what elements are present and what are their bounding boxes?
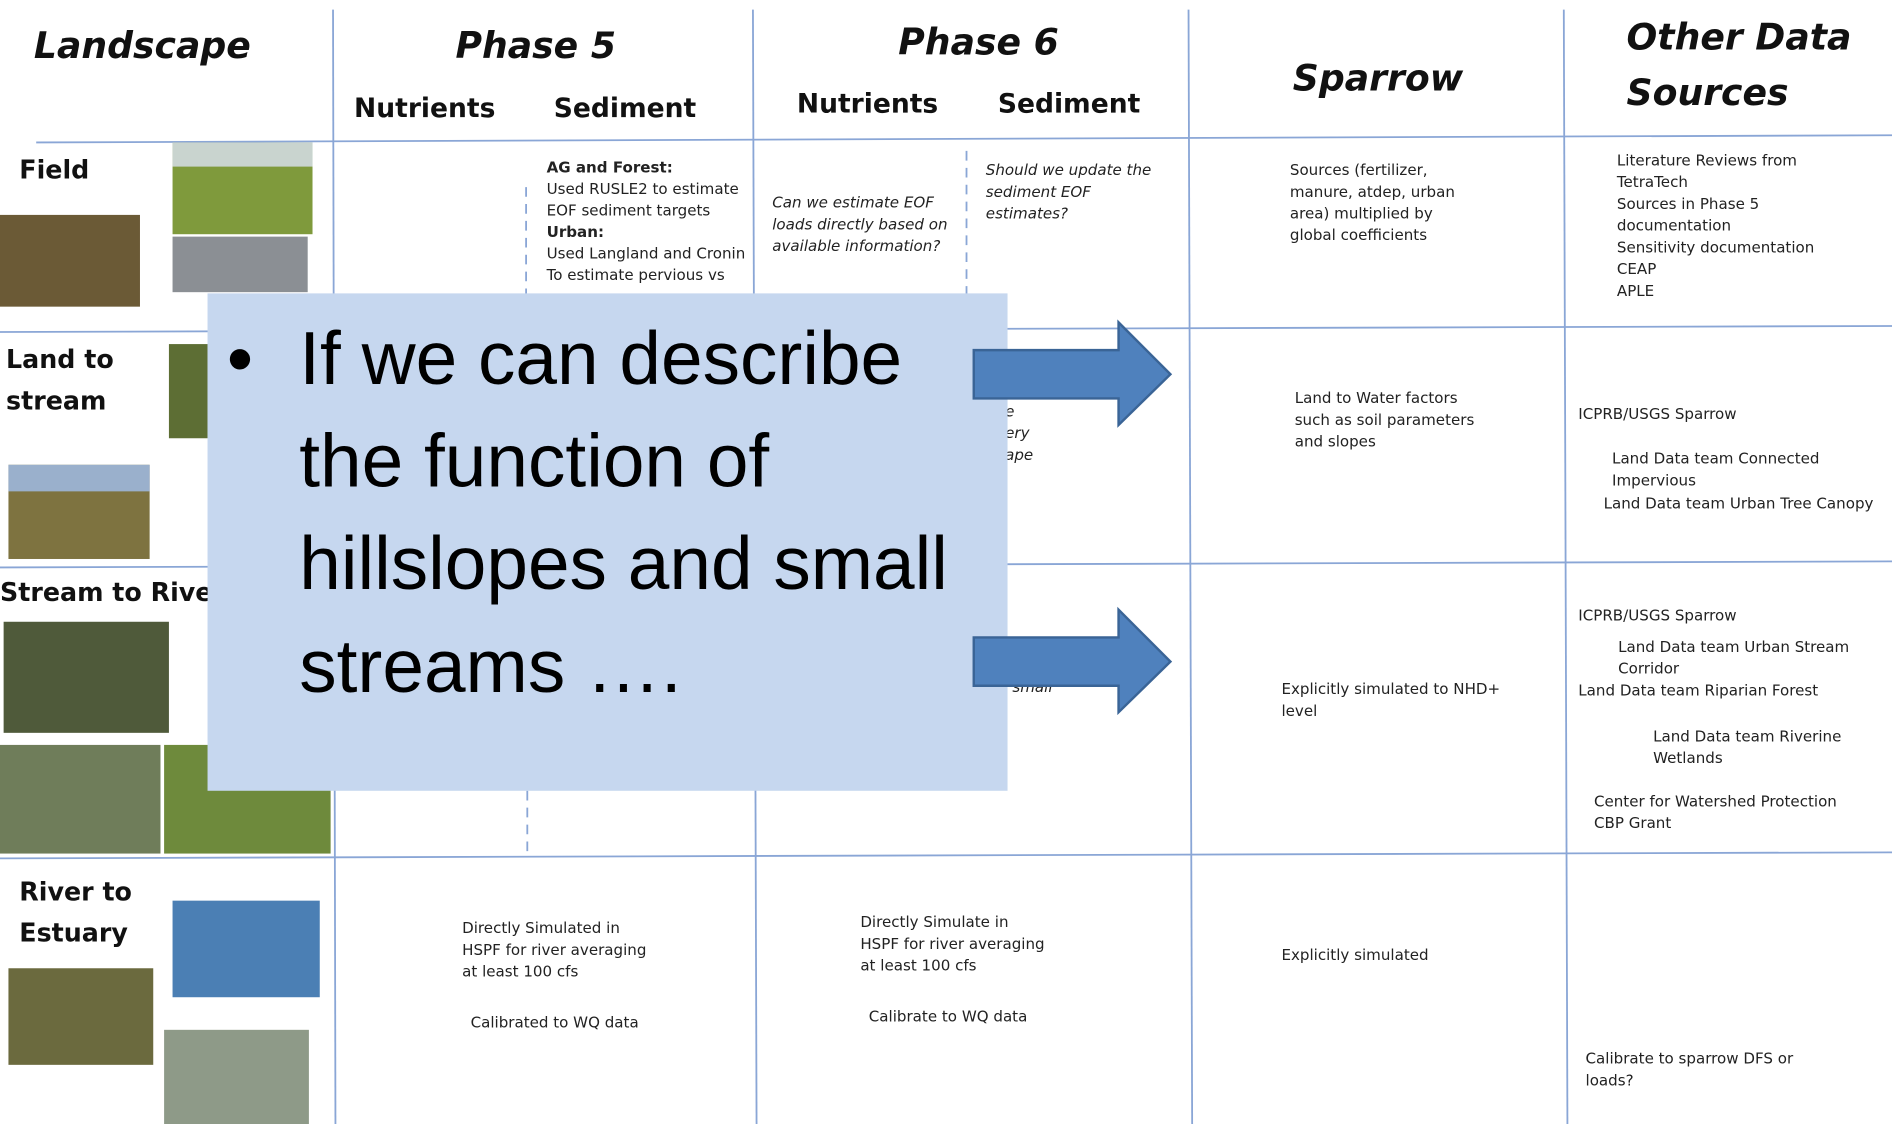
row-label: Estuary (19, 918, 128, 948)
row-label: Field (19, 155, 89, 185)
callout-text: If we can describe the function of hillslo… (299, 316, 948, 708)
column-header: Landscape (34, 24, 251, 67)
cell-text: ICPRB/USGS Sparrow (1578, 607, 1736, 625)
grid-line (36, 134, 1892, 144)
cell-text: ICPRB/USGS Sparrow (1578, 405, 1736, 423)
cell-text: ape (1005, 446, 1033, 464)
grid-line (1187, 9, 1194, 1124)
cell-text: ery (1005, 424, 1030, 442)
photo (168, 344, 208, 439)
cell-text: Wetlands (1653, 749, 1723, 767)
cell-text: sediment EOF (986, 183, 1091, 201)
callout-line: streams …. (299, 624, 681, 708)
cell-text: Explicitly simulated to NHD+ (1281, 680, 1500, 698)
column-header: Sources (1627, 71, 1789, 114)
cell-text: To estimate pervious vs (546, 266, 725, 284)
grid-line (1562, 9, 1569, 1124)
photo-sky (8, 464, 150, 492)
column-subheader: Nutrients (354, 93, 495, 124)
cell-text: HSPF for river averaging (462, 941, 646, 959)
callout-box (207, 293, 1008, 791)
cell-text: Should we update the (986, 161, 1151, 179)
cell-text: Directly Simulate in (860, 913, 1008, 931)
column-header: Other Data (1627, 15, 1852, 58)
column-header: Phase 5 (455, 24, 616, 67)
cell-text: such as soil parameters (1295, 411, 1475, 429)
cell-text: manure, atdep, urban (1290, 183, 1455, 201)
column-subheader: Sediment (998, 88, 1141, 119)
cell-text: Used Langland and Cronin (547, 245, 746, 263)
cell-text: Can we estimate EOF (772, 194, 934, 212)
cell-text: Land Data team Riparian Forest (1578, 681, 1818, 699)
cell-text: Land Data team Urban Stream (1618, 638, 1849, 656)
cell-text: Land Data team Connected (1612, 450, 1819, 468)
column-header: Phase 6 (898, 20, 1059, 63)
callout-line: the function of (299, 419, 769, 503)
cell-text: Land Data team Urban Tree Canopy (1604, 494, 1874, 512)
photo (172, 236, 308, 293)
cell-text: Urban: (547, 223, 604, 241)
cell-text: HSPF for river averaging (860, 935, 1044, 953)
photos (0, 142, 331, 1124)
photo (0, 214, 140, 307)
cell-text: area) multiplied by (1290, 205, 1433, 223)
cell-text: at least 100 cfs (860, 957, 976, 975)
cell-text: e (1005, 403, 1014, 421)
cell-text: TetraTech (1616, 173, 1688, 191)
cell-text: Calibrate to sparrow DFS or (1586, 1050, 1794, 1068)
cell-text: Used RUSLE2 to estimate (547, 180, 739, 198)
row-label: Stream to River (0, 577, 225, 607)
photo (172, 900, 320, 998)
cell-text: Calibrate to WQ data (869, 1007, 1028, 1025)
callout-line: hillslopes and small (299, 521, 948, 605)
cell-text: global coefficients (1290, 226, 1427, 244)
row-label: stream (6, 385, 106, 415)
cell-text: Sources in Phase 5 (1617, 195, 1759, 213)
cell-text: documentation (1617, 217, 1731, 235)
cell-text: Calibrated to WQ data (471, 1013, 639, 1031)
cell-text: AG and Forest: (547, 159, 673, 177)
cell-text: estimates? (986, 205, 1068, 223)
cell-text: APLE (1617, 282, 1654, 300)
cell-text: CBP Grant (1594, 814, 1671, 832)
cell-text: Sources (fertilizer, (1290, 161, 1428, 179)
cell-text: CEAP (1617, 260, 1656, 278)
bullet: • (227, 316, 253, 400)
cell-text: loads? (1586, 1071, 1634, 1089)
cell-text: Land Data team Riverine (1653, 727, 1841, 745)
row-label: Land to (6, 344, 114, 374)
photo (0, 744, 161, 854)
cell-text: Sensitivity documentation (1617, 238, 1814, 256)
photo (164, 1029, 309, 1124)
callout-line: If we can describe (299, 316, 902, 400)
cell-text: Corridor (1618, 660, 1680, 678)
cell-text: Land to Water factors (1295, 389, 1458, 407)
cell-text: and slopes (1295, 433, 1376, 451)
photo (8, 968, 154, 1065)
cell-text: Directly Simulated in (462, 919, 620, 937)
photo-sky (172, 142, 313, 167)
cell-text: Literature Reviews from (1617, 151, 1797, 169)
cell-text: Explicitly simulated (1281, 946, 1428, 964)
column-header: Sparrow (1293, 57, 1464, 100)
cell-text: EOF sediment targets (547, 202, 711, 220)
grid-line (0, 851, 1892, 860)
column-subheader: Sediment (554, 93, 697, 124)
cell-text: available information? (772, 237, 940, 255)
row-label: River to (19, 877, 132, 907)
cell-text: loads directly based on (772, 215, 947, 233)
cell-text: at least 100 cfs (462, 963, 578, 981)
arrow (972, 319, 1173, 428)
cell-text: Impervious (1612, 471, 1696, 489)
arrow (972, 606, 1173, 716)
cell-text: level (1281, 702, 1317, 720)
column-subheader: Nutrients (797, 88, 938, 119)
cell-text: Center for Watershed Protection (1594, 792, 1837, 810)
photo (3, 621, 169, 733)
